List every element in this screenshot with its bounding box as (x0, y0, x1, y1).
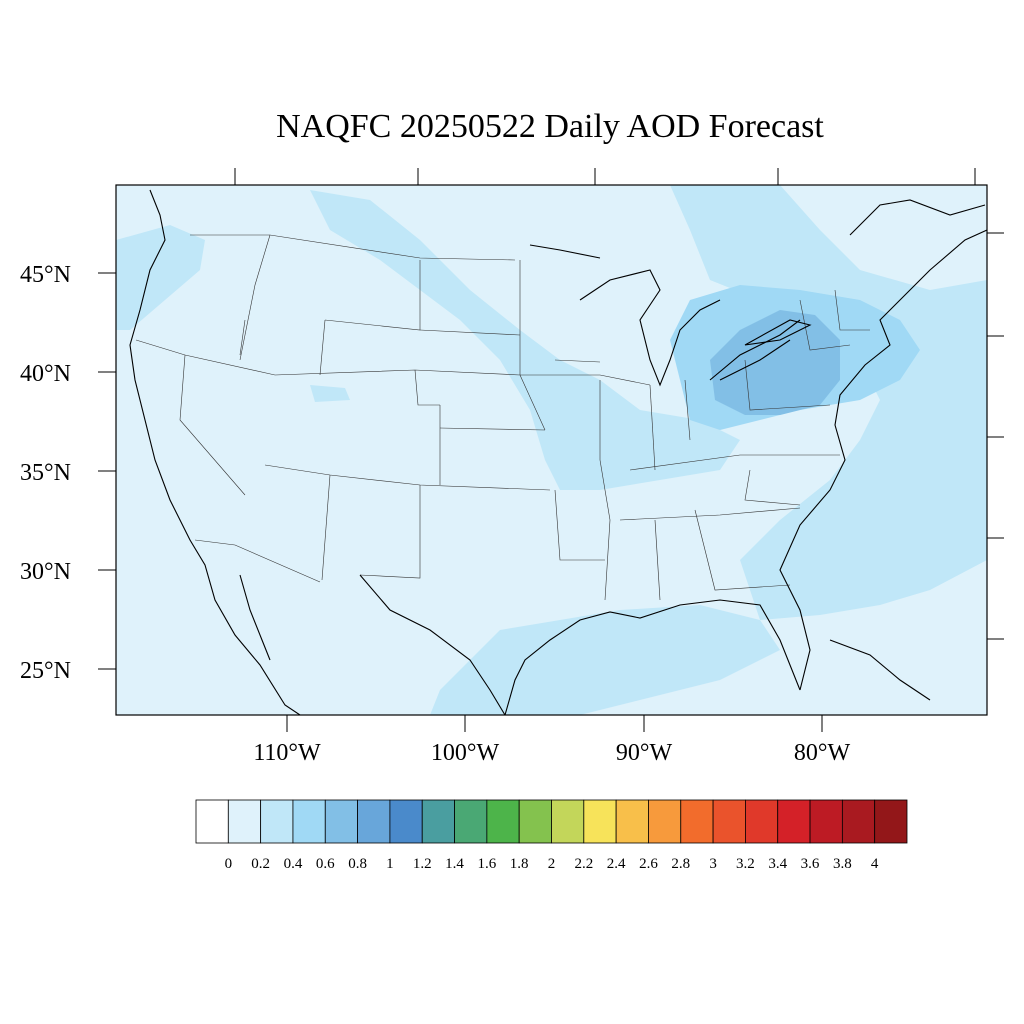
coastlines (129, 189, 987, 715)
lat-label-45: 45°N (20, 262, 71, 288)
map-frame (115, 184, 988, 716)
colorbar-box (260, 799, 294, 844)
colorbar-box (777, 799, 811, 844)
colorbar-label: 0 (225, 856, 233, 872)
colorbar-box (518, 799, 552, 844)
left-ticks (98, 272, 116, 670)
colorbar-box (357, 799, 391, 844)
colorbar-label: 2.8 (671, 856, 690, 872)
aod-field (116, 185, 987, 715)
lat-label-25: 25°N (20, 658, 71, 684)
colorbar-box (874, 799, 908, 844)
colorbar-label: 0.2 (251, 856, 270, 872)
colorbar-label: 3.2 (736, 856, 755, 872)
colorbar-label: 4 (871, 856, 879, 872)
colorbar-box (583, 799, 617, 844)
colorbar-label: 2.2 (574, 856, 593, 872)
colorbar-label: 2 (548, 856, 556, 872)
colorbar: 0 0.2 0.4 0.6 0.8 1 1.2 1.4 1.6 1.8 2 2.2 2.4 2.6 2.8 3… (195, 799, 908, 872)
colorbar-box (809, 799, 843, 844)
lat-label-40: 40°N (20, 361, 71, 387)
colorbar-label: 1.2 (413, 856, 432, 872)
right-ticks (987, 232, 1004, 640)
colorbar-label: 3 (709, 856, 717, 872)
colorbar-box (292, 799, 326, 844)
colorbar-box (745, 799, 779, 844)
lat-label-30: 30°N (20, 559, 71, 585)
colorbar-label: 0.4 (284, 856, 303, 872)
colorbar-label: 3.6 (801, 856, 820, 872)
colorbar-label: 3.8 (833, 856, 852, 872)
colorbar-box (454, 799, 488, 844)
colorbar-box (615, 799, 649, 844)
colorbar-label: 0.6 (316, 856, 335, 872)
colorbar-label: 0.8 (348, 856, 367, 872)
colorbar-box (680, 799, 714, 844)
map-title: NAQFC 20250522 Daily AOD Forecast (276, 108, 824, 145)
colorbar-label: 3.4 (768, 856, 787, 872)
colorbar-label: 1.6 (477, 856, 496, 872)
colorbar-box (648, 799, 682, 844)
colorbar-label: 2.4 (607, 856, 626, 872)
colorbar-box (712, 799, 746, 844)
colorbar-label: 2.6 (639, 856, 658, 872)
colorbar-box (421, 799, 455, 844)
lon-label-110w: 110°W (253, 740, 321, 766)
lon-label-90w: 90°W (616, 740, 673, 766)
state-boundaries (135, 234, 870, 601)
colorbar-box (389, 799, 423, 844)
lon-label-80w: 80°W (794, 740, 851, 766)
lon-label-100w: 100°W (431, 740, 500, 766)
colorbar-label: 1 (386, 856, 394, 872)
bottom-ticks (286, 715, 823, 732)
colorbar-box (841, 799, 876, 844)
lat-label-35: 35°N (20, 460, 71, 486)
top-ticks (234, 168, 976, 185)
colorbar-box (324, 799, 358, 844)
colorbar-label: 1.4 (445, 856, 464, 872)
colorbar-box (227, 799, 262, 844)
colorbar-box (551, 799, 585, 844)
colorbar-box (486, 799, 520, 844)
colorbar-box (195, 799, 229, 844)
colorbar-label: 1.8 (510, 856, 529, 872)
